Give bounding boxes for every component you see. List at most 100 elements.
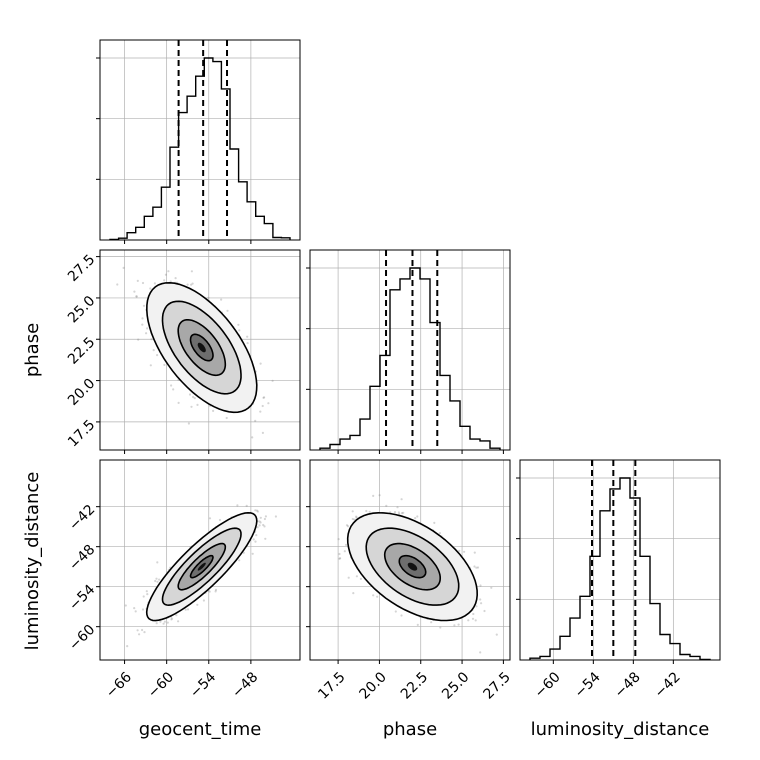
sample-point bbox=[146, 327, 149, 330]
sample-point bbox=[255, 509, 259, 512]
sample-point bbox=[246, 342, 249, 345]
xlabel-phase: phase bbox=[383, 719, 437, 740]
sample-point bbox=[343, 550, 346, 553]
panel-geocent-time-vs-phase: 17.5 20.0 22.5 25.0 27.5 bbox=[65, 249, 301, 454]
sample-point bbox=[251, 552, 254, 555]
panel-frame bbox=[309, 459, 511, 661]
sample-point bbox=[264, 515, 267, 518]
sample-point bbox=[143, 631, 146, 634]
sample-point bbox=[170, 617, 174, 620]
sample-point bbox=[483, 609, 486, 613]
y-tick-label: −48 bbox=[66, 542, 98, 574]
sample-point bbox=[150, 338, 153, 341]
sample-point bbox=[254, 509, 257, 512]
density-contour bbox=[197, 562, 206, 571]
sample-point bbox=[475, 566, 478, 569]
sample-point bbox=[397, 511, 400, 514]
sample-point bbox=[193, 397, 196, 400]
sample-point bbox=[145, 590, 148, 593]
sample-point bbox=[473, 565, 476, 568]
sample-point bbox=[154, 579, 157, 583]
y-tick-label: 20.0 bbox=[65, 376, 98, 409]
sample-point bbox=[263, 396, 266, 399]
sample-point bbox=[251, 436, 254, 439]
sample-point bbox=[226, 309, 229, 312]
sample-point bbox=[246, 335, 249, 338]
sample-point bbox=[135, 295, 138, 298]
sample-point bbox=[339, 557, 342, 560]
sample-point bbox=[267, 402, 270, 405]
x-tick-label: −42 bbox=[652, 669, 684, 701]
sample-point bbox=[457, 623, 460, 626]
sample-point bbox=[190, 270, 193, 273]
sample-point bbox=[196, 603, 199, 606]
sample-point bbox=[351, 510, 354, 513]
sample-point bbox=[264, 537, 267, 540]
sample-point bbox=[207, 296, 210, 299]
sample-point bbox=[153, 282, 156, 285]
sample-point bbox=[338, 557, 341, 560]
sample-point bbox=[192, 395, 195, 399]
sample-point bbox=[159, 620, 162, 623]
sample-point bbox=[438, 532, 441, 535]
sample-point bbox=[152, 349, 155, 352]
sample-point bbox=[208, 517, 212, 520]
sample-point bbox=[458, 549, 461, 552]
sample-point bbox=[141, 323, 144, 326]
sample-point bbox=[124, 604, 127, 607]
panel-frame bbox=[309, 249, 511, 451]
sample-point bbox=[202, 599, 205, 602]
histogram-step bbox=[109, 57, 291, 240]
sample-point bbox=[355, 516, 358, 519]
corner-panels: 17.520.022.525.027.5−60−54−48−42−66 −60 −5… bbox=[65, 39, 721, 703]
x-tick-label: 22.5 bbox=[398, 669, 431, 702]
sample-point bbox=[158, 578, 161, 581]
sample-point bbox=[479, 584, 482, 587]
sample-point bbox=[163, 363, 166, 366]
sample-point bbox=[262, 523, 265, 527]
panel-geocent-time-hist bbox=[96, 39, 301, 244]
sample-point bbox=[385, 504, 388, 507]
x-tick-label: −60 bbox=[532, 669, 564, 701]
sample-point bbox=[255, 534, 258, 537]
sample-point bbox=[166, 621, 169, 624]
sample-point bbox=[472, 612, 475, 616]
sample-point bbox=[155, 622, 158, 625]
sample-point bbox=[184, 608, 187, 611]
x-tick-label: 17.5 bbox=[315, 669, 348, 702]
sample-point bbox=[365, 509, 368, 513]
sample-point bbox=[188, 393, 192, 396]
sample-point bbox=[238, 329, 241, 332]
sample-point bbox=[196, 403, 199, 406]
sample-point bbox=[400, 511, 404, 515]
sample-point bbox=[345, 543, 348, 547]
sample-point bbox=[163, 620, 166, 623]
sample-point bbox=[164, 273, 167, 276]
sample-point bbox=[126, 645, 129, 648]
sample-point bbox=[414, 517, 417, 520]
sample-point bbox=[453, 624, 456, 627]
sample-point bbox=[263, 525, 266, 528]
sample-point bbox=[439, 626, 442, 629]
sample-point bbox=[214, 588, 218, 592]
sample-point bbox=[355, 575, 358, 578]
sample-point bbox=[467, 619, 470, 622]
sample-point bbox=[393, 510, 397, 514]
sample-point bbox=[259, 521, 262, 524]
sample-point bbox=[155, 577, 158, 580]
sample-point bbox=[156, 580, 159, 583]
sample-point bbox=[338, 552, 341, 556]
sample-point bbox=[138, 633, 141, 636]
panel-frame bbox=[99, 459, 301, 661]
sample-point bbox=[218, 518, 222, 522]
sample-point bbox=[261, 431, 264, 434]
sample-point bbox=[212, 409, 215, 412]
ylabel-luminosity-distance: luminosity_distance bbox=[22, 472, 43, 651]
xlabel-luminosity-distance: luminosity_distance bbox=[531, 719, 710, 740]
sample-point bbox=[122, 266, 125, 269]
sample-point bbox=[400, 498, 403, 501]
density-contour bbox=[197, 342, 206, 353]
sample-point bbox=[433, 521, 436, 525]
panel-phase-hist bbox=[306, 249, 511, 454]
